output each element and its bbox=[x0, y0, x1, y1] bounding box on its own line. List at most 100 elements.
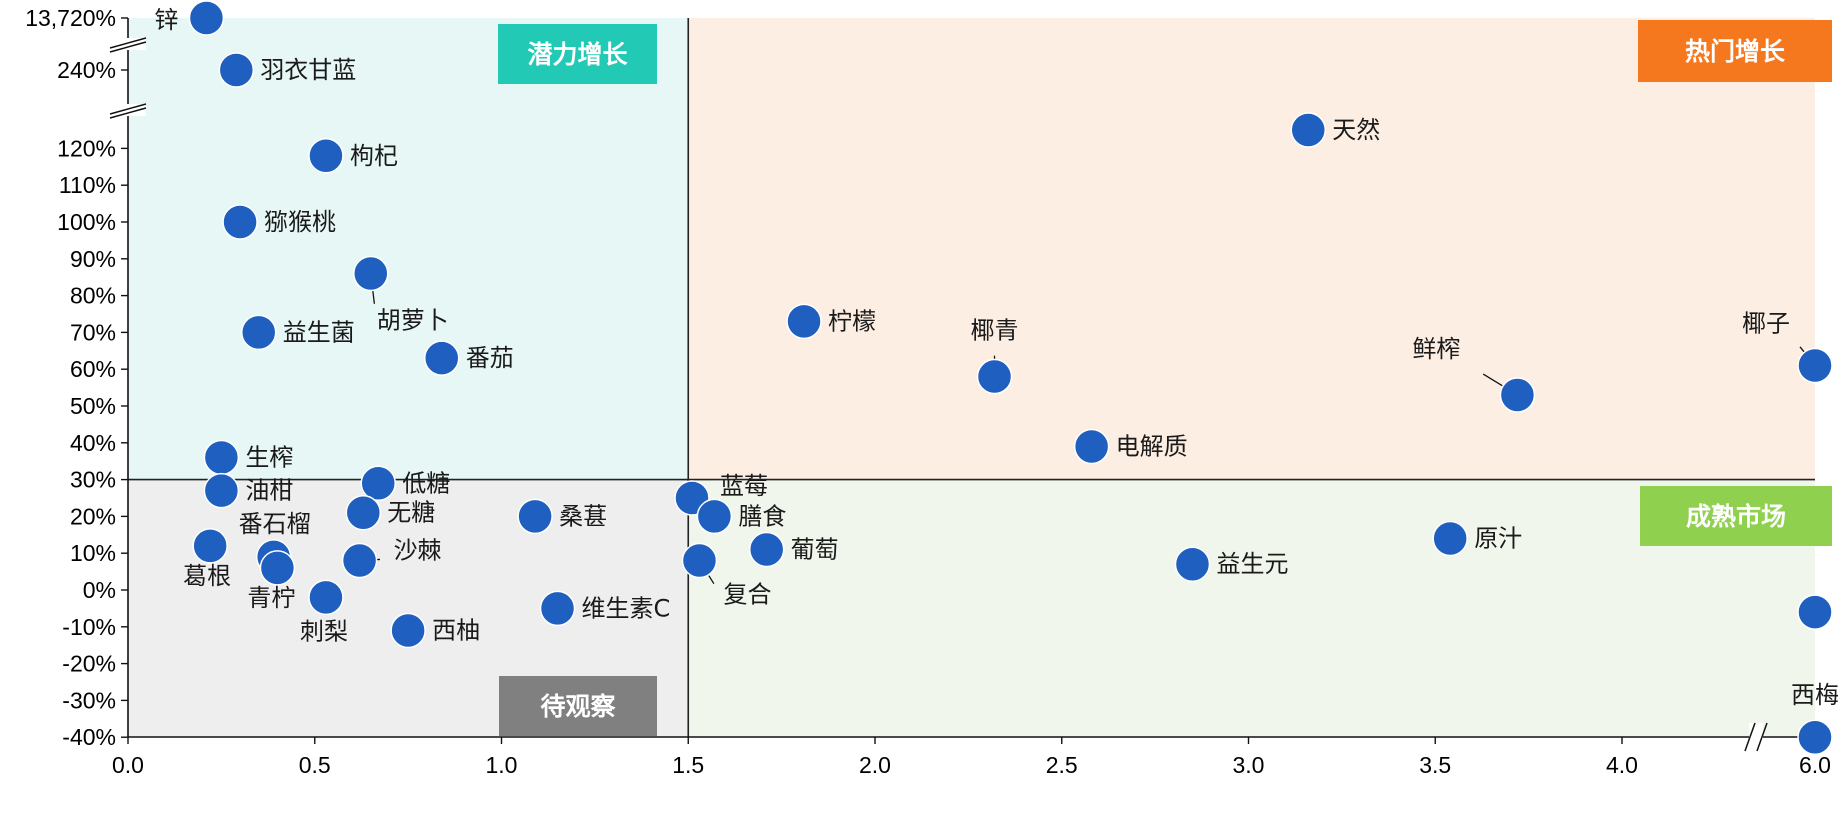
point-marker bbox=[786, 303, 822, 340]
x-axis-break-mark bbox=[1756, 722, 1768, 752]
y-tick-label: 10% bbox=[70, 540, 116, 566]
point-label: 鲜榨 bbox=[1412, 335, 1460, 363]
point-label: 电解质 bbox=[1116, 432, 1188, 460]
x-tick-label: 2.0 bbox=[859, 752, 891, 778]
x-tick-label: 6.0 bbox=[1799, 752, 1831, 778]
point-label: 原汁 bbox=[1474, 524, 1522, 552]
point-label: 益生菌 bbox=[283, 318, 355, 346]
quadrant-label-text: 待观察 bbox=[540, 692, 616, 721]
data-point-鲜榨: 鲜榨 bbox=[1412, 335, 1536, 413]
y-tick-label: 110% bbox=[59, 172, 116, 198]
data-point-益生菌: 益生菌 bbox=[240, 314, 355, 351]
data-point-椰青: 椰青 bbox=[971, 317, 1019, 395]
data-point-电解质: 电解质 bbox=[1073, 428, 1188, 465]
point-label: 猕猴桃 bbox=[264, 208, 336, 236]
point-label: 油柑 bbox=[245, 477, 293, 505]
data-point-椰子: 椰子 bbox=[1742, 310, 1833, 384]
quadrant-label-box bbox=[498, 24, 657, 84]
x-tick-label: 0.0 bbox=[112, 752, 144, 778]
point-marker bbox=[240, 314, 277, 351]
y-tick-label: 100% bbox=[57, 209, 116, 235]
point-label: 益生元 bbox=[1216, 550, 1288, 578]
y-tick-label: -10% bbox=[62, 614, 116, 640]
x-tick-label: 3.0 bbox=[1233, 752, 1265, 778]
quadrant-bg-potential bbox=[128, 18, 689, 480]
data-point-刺梨: 刺梨 bbox=[300, 579, 348, 645]
point-label: 复合 bbox=[723, 581, 771, 609]
point-label: 葡萄 bbox=[791, 536, 839, 564]
data-point-沙棘: 沙棘 bbox=[341, 537, 442, 579]
point-marker bbox=[748, 531, 785, 568]
point-label: 刺梨 bbox=[300, 617, 348, 645]
data-point-锌: 锌 bbox=[154, 0, 225, 36]
y-tick-label: 90% bbox=[70, 246, 116, 272]
point-label: 西柚 bbox=[432, 616, 480, 644]
data-point-维生素C: 维生素C bbox=[539, 590, 671, 627]
point-label: 无糖 bbox=[387, 499, 435, 527]
point-label: 胡萝卜 bbox=[377, 307, 449, 335]
y-tick-label: -30% bbox=[62, 687, 116, 713]
axes: -40% -30% -20% -10% 0% 10% 20% 30% 40% 50% 60% 70% 8… bbox=[25, 5, 1831, 778]
point-marker bbox=[517, 498, 553, 535]
data-point-益生元: 益生元 bbox=[1174, 546, 1288, 582]
data-point-枸杞: 枸杞 bbox=[308, 138, 398, 174]
y-axis-break-mark bbox=[109, 107, 147, 119]
x-tick-label: 1.5 bbox=[672, 752, 704, 778]
data-point-青柠: 青柠 bbox=[247, 550, 295, 612]
quadrant-bg-hot bbox=[688, 18, 1815, 480]
point-marker bbox=[423, 340, 460, 376]
y-tick-label: -40% bbox=[62, 724, 116, 750]
y-tick-label: 0% bbox=[83, 577, 116, 603]
data-point-猕猴桃: 猕猴桃 bbox=[222, 204, 336, 240]
point-marker bbox=[1073, 428, 1110, 465]
quadrant-label-box bbox=[1640, 486, 1832, 546]
y-tick-label: 13,720% bbox=[25, 5, 116, 31]
point-marker bbox=[222, 204, 258, 240]
point-marker bbox=[341, 542, 378, 579]
quadrant-backgrounds bbox=[128, 18, 1815, 737]
point-marker bbox=[353, 255, 389, 292]
point-label: 柠檬 bbox=[828, 307, 876, 335]
data-point-柠檬: 柠檬 bbox=[786, 303, 876, 340]
quadrant-label-text: 热门增长 bbox=[1685, 37, 1786, 66]
quadrant-label-box bbox=[499, 676, 657, 736]
y-tick-label: 70% bbox=[70, 319, 116, 345]
x-tick-label: 1.0 bbox=[486, 752, 518, 778]
point-label: 西梅 bbox=[1791, 681, 1839, 709]
point-label: 生榨 bbox=[245, 444, 293, 472]
point-marker bbox=[218, 52, 255, 88]
point-marker bbox=[390, 612, 426, 649]
x-axis-break-gap bbox=[1749, 723, 1763, 751]
data-point-葛根: 葛根 bbox=[183, 528, 231, 590]
point-label: 番石榴 bbox=[239, 510, 311, 538]
quadrant-label-text: 潜力增长 bbox=[527, 40, 628, 69]
quadrant-label-text: 成熟市场 bbox=[1686, 502, 1786, 531]
point-marker bbox=[1174, 546, 1211, 582]
quadrant-label-hot: 热门增长 bbox=[1638, 20, 1832, 82]
x-tick-label: 2.5 bbox=[1046, 752, 1078, 778]
y-tick-label: 20% bbox=[70, 503, 116, 529]
quadrant-bg-mature bbox=[688, 479, 1815, 737]
data-point-西柚: 西柚 bbox=[390, 612, 480, 649]
x-tick-label: 3.5 bbox=[1419, 752, 1451, 778]
point-label: 沙棘 bbox=[394, 537, 442, 565]
data-point-无糖: 无糖 bbox=[345, 494, 435, 531]
data-point-桑葚: 桑葚 bbox=[517, 498, 607, 535]
data-point-油柑: 油柑 bbox=[203, 472, 293, 509]
point-marker bbox=[539, 590, 576, 627]
point-label: 维生素C bbox=[582, 594, 671, 622]
point-marker bbox=[1797, 719, 1833, 755]
data-point-西梅: 西梅 bbox=[1791, 681, 1839, 755]
quadrant-label-watch: 待观察 bbox=[499, 676, 657, 736]
point-label: 枸杞 bbox=[350, 142, 398, 170]
point-marker bbox=[203, 472, 240, 509]
y-tick-label: -20% bbox=[62, 651, 116, 677]
x-tick-label: 4.0 bbox=[1606, 752, 1638, 778]
point-label: 蓝莓 bbox=[720, 472, 768, 500]
point-label: 桑葚 bbox=[559, 502, 607, 530]
data-point-原汁: 原汁 bbox=[1432, 520, 1522, 557]
point-marker bbox=[360, 465, 396, 502]
point-label: 椰青 bbox=[971, 317, 1019, 345]
point-marker bbox=[1432, 520, 1468, 557]
